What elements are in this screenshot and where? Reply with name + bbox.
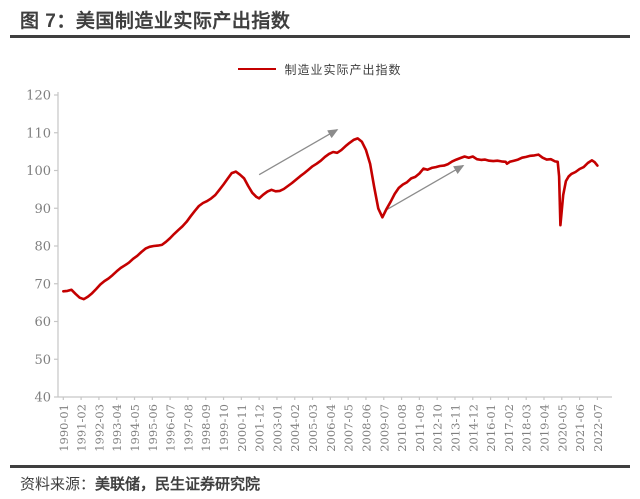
legend-label: 制造业实际产出指数 bbox=[284, 62, 402, 77]
x-tick-label: 1996-07 bbox=[164, 404, 178, 452]
y-tick-label: 40 bbox=[34, 391, 51, 406]
y-tick-label: 70 bbox=[34, 277, 51, 292]
x-tick-label: 1997-08 bbox=[181, 404, 195, 452]
y-tick-label: 50 bbox=[34, 353, 51, 368]
chart-area: 40 50 60 70 80 90 100 110 120 1990-01 1991-02 1992-… bbox=[26, 89, 612, 452]
source-note: 资料来源：美联储，民生证券研究院 bbox=[20, 473, 260, 494]
x-tick-label: 2009-07 bbox=[377, 404, 391, 452]
y-tick-label: 110 bbox=[26, 126, 51, 141]
x-tick-label: 1991-02 bbox=[75, 404, 89, 452]
x-tick-label: 2020-05 bbox=[555, 404, 569, 452]
x-tick-label: 2004-02 bbox=[288, 404, 302, 452]
x-tick-label: 2018-03 bbox=[520, 404, 534, 452]
x-tick-label: 1992-03 bbox=[92, 404, 106, 452]
x-tick-label: 1999-10 bbox=[217, 404, 231, 452]
x-tick-label: 2006-04 bbox=[324, 404, 338, 452]
x-tick-label: 2017-02 bbox=[502, 404, 516, 452]
x-tick-label: 2013-11 bbox=[448, 404, 462, 452]
x-tick-label: 2016-01 bbox=[484, 404, 498, 452]
trend-arrows bbox=[258, 129, 465, 212]
x-tick-label: 2012-10 bbox=[431, 404, 445, 452]
x-tick-label: 2011-09 bbox=[413, 404, 427, 452]
x-tick-label: 2008-06 bbox=[359, 404, 373, 452]
y-tick-label: 120 bbox=[26, 89, 51, 104]
x-tick-label: 2019-04 bbox=[537, 404, 551, 452]
trend-arrow bbox=[258, 129, 339, 176]
x-tick-label: 2014-12 bbox=[466, 404, 480, 452]
x-tick-label: 1995-06 bbox=[146, 404, 160, 452]
y-tick-label: 80 bbox=[34, 240, 51, 255]
x-tick-label: 2010-08 bbox=[395, 404, 409, 452]
x-tick-label: 2001-12 bbox=[253, 404, 267, 452]
x-axis: 1990-01 1991-02 1992-03 1993-04 1994-05 1995-… bbox=[57, 397, 605, 452]
x-tick-label: 2003-01 bbox=[270, 404, 284, 452]
x-tick-label: 1998-09 bbox=[199, 404, 213, 452]
source-text: 美联储，民生证券研究院 bbox=[95, 476, 261, 493]
x-tick-label: 2021-06 bbox=[573, 404, 587, 452]
x-tick-label: 2000-11 bbox=[235, 404, 249, 452]
y-tick-label: 100 bbox=[26, 164, 51, 179]
trend-arrow bbox=[384, 164, 465, 212]
y-axis: 40 50 60 70 80 90 100 110 120 bbox=[26, 89, 58, 406]
y-tick-label: 90 bbox=[34, 202, 51, 217]
x-tick-label: 2022-07 bbox=[591, 404, 605, 452]
axes bbox=[57, 92, 612, 398]
x-tick-label: 1994-05 bbox=[128, 404, 142, 452]
bottom-divider bbox=[10, 465, 630, 468]
series-line bbox=[62, 137, 599, 301]
x-tick-label: 1993-04 bbox=[110, 404, 124, 452]
x-tick-label: 1990-01 bbox=[57, 404, 71, 452]
x-tick-label: 2007-05 bbox=[342, 404, 356, 452]
title-divider bbox=[10, 35, 630, 38]
figure-title: 图 7：美国制造业实际产出指数 bbox=[20, 11, 291, 32]
chart-legend: 制造业实际产出指数 bbox=[0, 61, 640, 77]
source-label: 资料来源： bbox=[20, 476, 96, 493]
legend-line-sample bbox=[238, 67, 277, 71]
x-tick-label: 2005-03 bbox=[306, 404, 320, 452]
y-tick-label: 60 bbox=[34, 315, 51, 330]
